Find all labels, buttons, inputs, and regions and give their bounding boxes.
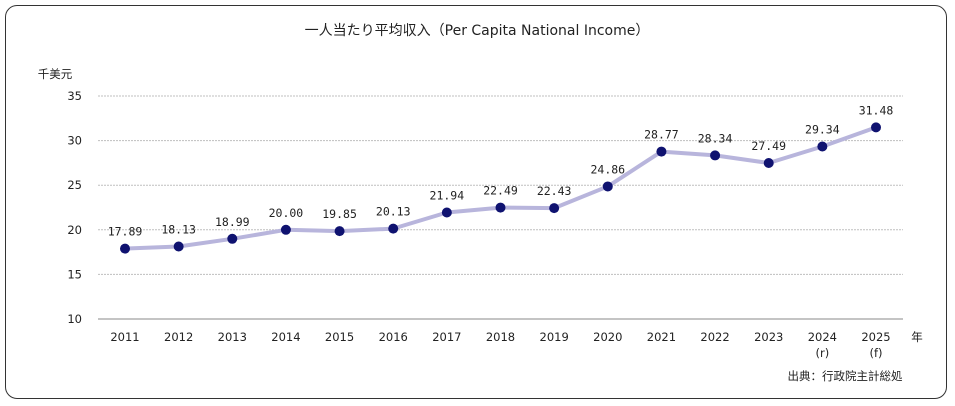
x-tick-2011: 2011 bbox=[110, 330, 139, 344]
y-axis-ticks: 10 15 20 25 30 35 bbox=[67, 89, 82, 326]
x-axis-ticks: 2011 2012 2013 2014 2015 2016 2017 2018 2019 2020… bbox=[110, 330, 890, 360]
x-tick-note-2024: (r) bbox=[816, 346, 830, 360]
y-tick-20: 20 bbox=[67, 223, 82, 237]
x-tick-2016: 2016 bbox=[379, 330, 408, 344]
data-label-2015: 19.85 bbox=[322, 207, 357, 221]
x-tick-2015: 2015 bbox=[325, 330, 354, 344]
x-tick-2025: 2025 bbox=[861, 330, 890, 344]
data-point-2021 bbox=[656, 146, 667, 157]
series-income bbox=[120, 122, 881, 254]
data-labels: 17.89 18.13 18.99 20.00 19.85 20.13 21.94 22.49… bbox=[108, 103, 894, 238]
data-label-2019: 22.43 bbox=[537, 184, 572, 198]
data-point-2024 bbox=[817, 141, 828, 152]
data-point-2023 bbox=[763, 157, 774, 168]
chart-card bbox=[5, 5, 947, 399]
gridlines bbox=[98, 95, 903, 320]
source-note: 出典：行政院主計総処 bbox=[788, 369, 903, 383]
x-tick-note-2025: (f) bbox=[869, 346, 882, 360]
chart-title: 一人当たり平均収入（Per Capita National Income） bbox=[305, 23, 650, 39]
x-tick-2020: 2020 bbox=[593, 330, 622, 344]
data-label-2017: 21.94 bbox=[430, 188, 465, 202]
data-label-2021: 28.77 bbox=[644, 128, 679, 142]
x-tick-2023: 2023 bbox=[754, 330, 783, 344]
data-point-2013 bbox=[227, 233, 238, 244]
data-point-2015 bbox=[334, 226, 345, 237]
x-tick-2012: 2012 bbox=[164, 330, 193, 344]
data-point-2017 bbox=[441, 207, 452, 218]
data-point-2018 bbox=[495, 202, 506, 213]
x-tick-2014: 2014 bbox=[271, 330, 300, 344]
data-label-2018: 22.49 bbox=[483, 184, 518, 198]
x-tick-2013: 2013 bbox=[218, 330, 247, 344]
x-tick-2022: 2022 bbox=[700, 330, 729, 344]
data-point-2022 bbox=[710, 150, 721, 161]
data-label-2016: 20.13 bbox=[376, 205, 411, 219]
y-tick-10: 10 bbox=[67, 312, 82, 326]
data-label-2013: 18.99 bbox=[215, 215, 250, 229]
data-label-2024: 29.34 bbox=[805, 122, 840, 136]
data-label-2014: 20.00 bbox=[269, 206, 304, 220]
x-tick-2021: 2021 bbox=[647, 330, 676, 344]
data-label-2022: 28.34 bbox=[698, 131, 733, 145]
data-point-2019 bbox=[549, 203, 560, 214]
data-label-2025: 31.48 bbox=[859, 103, 894, 117]
data-point-2016 bbox=[388, 223, 399, 234]
x-tick-2018: 2018 bbox=[486, 330, 515, 344]
y-tick-35: 35 bbox=[67, 89, 82, 103]
data-point-2025 bbox=[871, 122, 881, 133]
data-point-2014 bbox=[280, 224, 291, 235]
data-point-2012 bbox=[173, 241, 184, 252]
y-axis-unit-label: 千美元 bbox=[38, 67, 73, 81]
data-label-2012: 18.13 bbox=[161, 222, 196, 236]
data-label-2023: 27.49 bbox=[751, 139, 786, 153]
data-point-2020 bbox=[602, 181, 613, 192]
y-tick-30: 30 bbox=[67, 134, 82, 148]
x-tick-2019: 2019 bbox=[540, 330, 569, 344]
x-axis-unit-label: 年 bbox=[911, 330, 923, 344]
data-label-2020: 24.86 bbox=[590, 162, 625, 176]
x-tick-2024: 2024 bbox=[808, 330, 837, 344]
data-point-2011 bbox=[120, 243, 130, 254]
data-label-2011: 17.89 bbox=[108, 225, 143, 239]
y-tick-15: 15 bbox=[67, 267, 82, 281]
x-tick-2017: 2017 bbox=[432, 330, 461, 344]
y-tick-25: 25 bbox=[67, 178, 82, 192]
